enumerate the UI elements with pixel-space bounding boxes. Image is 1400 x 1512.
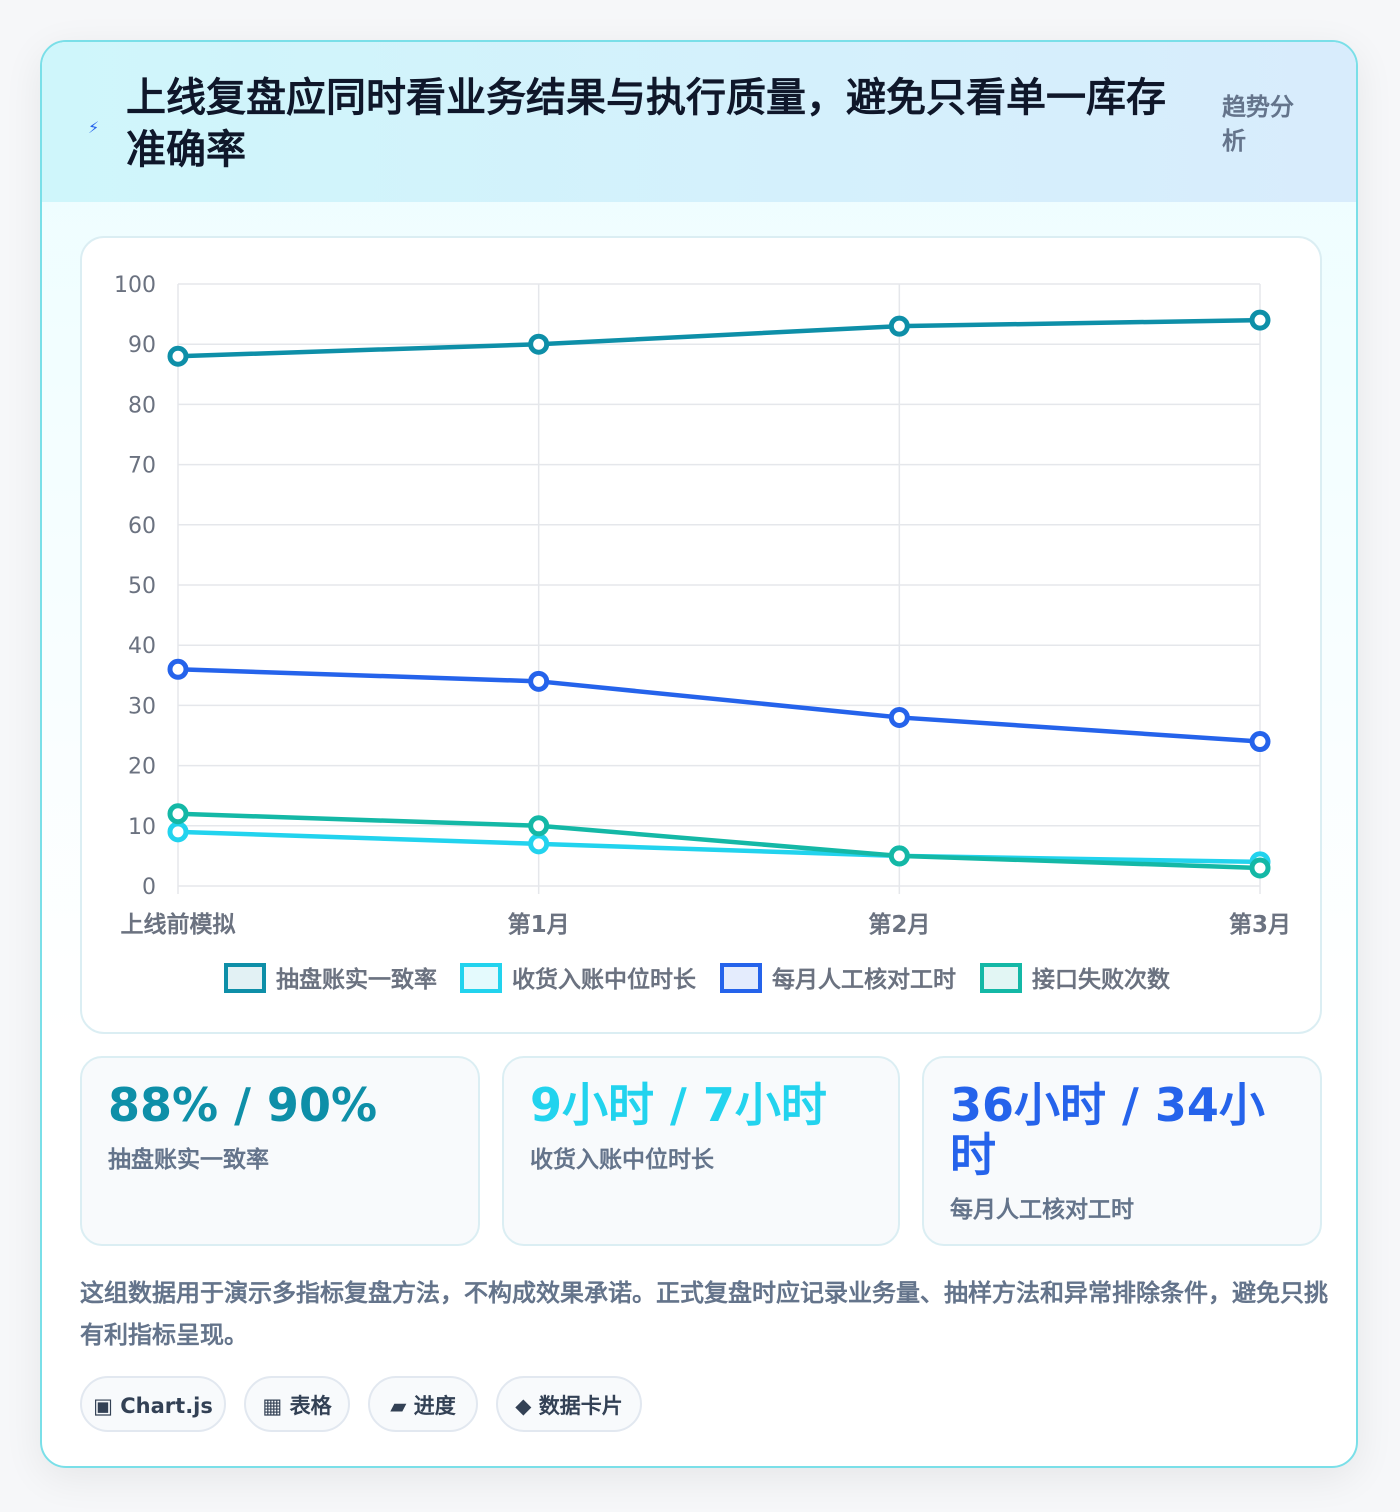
- progress-icon: ▰: [390, 1394, 407, 1418]
- data-point: [1249, 731, 1271, 753]
- kpi-label: 每月人工核对工时: [950, 1197, 1134, 1223]
- data-point: [888, 315, 910, 337]
- y-tick-label: 60: [128, 514, 156, 539]
- kpi-card-accuracy: 88% / 90% 抽盘账实一致率: [80, 1056, 480, 1246]
- series-line: [177, 811, 1261, 871]
- legend-label: 收货入账中位时长: [512, 966, 697, 993]
- y-tick-label: 0: [142, 875, 156, 900]
- trend-analysis-tag: 趋势分析: [1222, 93, 1294, 155]
- kpi-label: 收货入账中位时长: [530, 1147, 714, 1173]
- kpi-value: 88% / 90%: [108, 1078, 378, 1132]
- data-point: [167, 345, 189, 367]
- series-line: [177, 667, 1261, 744]
- kpi-card-manual-hours: 36小时 / 34小时 每月人工核对工时: [922, 1056, 1322, 1246]
- legend-label: 每月人工核对工时: [772, 966, 956, 993]
- data-point: [888, 706, 910, 728]
- chip-label: 表格: [289, 1394, 332, 1418]
- legend-swatch: [980, 963, 1022, 993]
- x-tick-label: 第3月: [1229, 911, 1291, 938]
- chip-label: Chart.js: [120, 1394, 213, 1418]
- y-tick-label: 30: [128, 694, 156, 719]
- table-icon: ▦: [262, 1394, 283, 1418]
- chip-label: 进度: [413, 1394, 456, 1418]
- y-tick-label: 80: [128, 393, 156, 418]
- y-tick-label: 40: [128, 634, 156, 659]
- line-chart-container: 0 10 20 30 40 50 60 70 80 90 100 上线前模拟 第1月 第2月 第3月抽盘账实…: [80, 236, 1322, 1034]
- x-tick-label: 上线前模拟: [121, 911, 236, 938]
- series-line: [177, 829, 1261, 865]
- chart-icon: ▣: [93, 1394, 113, 1418]
- x-tick-label: 第1月: [508, 911, 570, 938]
- kpi-label: 抽盘账实一致率: [108, 1147, 269, 1173]
- chip-progress[interactable]: ▰ 进度: [368, 1376, 478, 1432]
- data-point: [528, 670, 550, 692]
- data-point: [167, 803, 189, 825]
- legend-swatch: [460, 963, 502, 993]
- data-point: [528, 815, 550, 837]
- data-point: [528, 333, 550, 355]
- chip-label: 数据卡片: [538, 1394, 623, 1418]
- data-point: [167, 821, 189, 843]
- data-point: [888, 845, 910, 867]
- kpi-card-receiving-time: 9小时 / 7小时 收货入账中位时长: [502, 1056, 900, 1246]
- series-line: [177, 317, 1261, 359]
- data-point: [1249, 309, 1271, 331]
- disclaimer-note: 这组数据用于演示多指标复盘方法，不构成效果承诺。正式复盘时应记录业务量、抽样方法…: [80, 1279, 1328, 1349]
- data-point: [167, 658, 189, 680]
- lightning-bolt-icon: ⚡: [88, 118, 100, 137]
- y-tick-label: 10: [128, 815, 156, 840]
- y-tick-label: 90: [128, 333, 156, 358]
- legend-label: 抽盘账实一致率: [276, 966, 437, 993]
- y-tick-label: 20: [128, 755, 156, 780]
- legend-label: 接口失败次数: [1032, 966, 1171, 993]
- chip-data-cards[interactable]: ◆ 数据卡片: [496, 1376, 642, 1432]
- card-header: ⚡ 上线复盘应同时看业务结果与执行质量，避免只看单一库存准确率 趋势分析: [42, 42, 1356, 202]
- kpi-value: 36小时 / 34小时: [950, 1078, 1265, 1182]
- report-card: ⚡ 上线复盘应同时看业务结果与执行质量，避免只看单一库存准确率 趋势分析 0 10…: [40, 40, 1358, 1468]
- kpi-value: 9小时 / 7小时: [530, 1078, 827, 1132]
- chip-chartjs[interactable]: ▣ Chart.js: [80, 1376, 226, 1432]
- chip-table[interactable]: ▦ 表格: [244, 1376, 350, 1432]
- data-point: [1249, 857, 1271, 879]
- legend-swatch: [224, 963, 266, 993]
- y-tick-label: 50: [128, 574, 156, 599]
- data-point: [528, 833, 550, 855]
- diamond-icon: ◆: [515, 1394, 532, 1418]
- y-tick-label: 100: [114, 273, 156, 298]
- card-title: 上线复盘应同时看业务结果与执行质量，避免只看单一库存准确率: [126, 75, 1166, 173]
- line-chart: 0 10 20 30 40 50 60 70 80 90 100 上线前模拟 第1月 第2月 第3月抽盘账实…: [114, 273, 1291, 993]
- legend-swatch: [720, 963, 762, 993]
- x-tick-label: 第2月: [868, 911, 930, 938]
- y-tick-label: 70: [128, 454, 156, 479]
